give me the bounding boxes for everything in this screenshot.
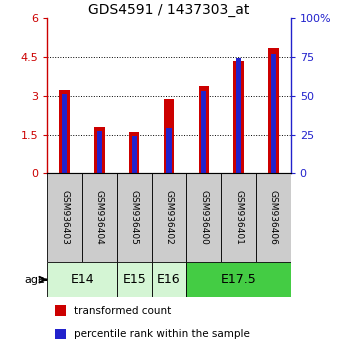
Text: GSM936401: GSM936401 xyxy=(234,190,243,245)
Bar xyxy=(97,131,102,173)
Text: E17.5: E17.5 xyxy=(221,273,257,286)
Bar xyxy=(186,262,291,297)
Text: GSM936402: GSM936402 xyxy=(165,190,173,245)
Title: GDS4591 / 1437303_at: GDS4591 / 1437303_at xyxy=(88,3,250,17)
Bar xyxy=(47,173,82,262)
Text: transformed count: transformed count xyxy=(74,306,171,316)
Bar xyxy=(152,262,186,297)
Bar xyxy=(221,173,256,262)
Bar xyxy=(82,173,117,262)
Bar xyxy=(117,262,152,297)
Bar xyxy=(201,91,207,173)
Bar xyxy=(55,329,66,339)
Bar xyxy=(62,94,67,173)
Text: GSM936403: GSM936403 xyxy=(60,190,69,245)
Bar xyxy=(129,132,140,173)
Bar xyxy=(186,173,221,262)
Text: GSM936406: GSM936406 xyxy=(269,190,278,245)
Bar xyxy=(117,173,152,262)
Bar xyxy=(166,128,172,173)
Text: GSM936400: GSM936400 xyxy=(199,190,208,245)
Bar xyxy=(236,58,241,173)
Bar xyxy=(164,99,174,173)
Bar xyxy=(47,262,117,297)
Bar xyxy=(198,86,209,173)
Bar xyxy=(268,47,279,173)
Text: GSM936404: GSM936404 xyxy=(95,190,104,245)
Text: E16: E16 xyxy=(157,273,181,286)
Bar xyxy=(131,136,137,173)
Bar xyxy=(256,173,291,262)
Bar xyxy=(94,127,105,173)
Bar xyxy=(55,305,66,316)
Bar xyxy=(271,53,276,173)
Bar xyxy=(59,90,70,173)
Text: E15: E15 xyxy=(122,273,146,286)
Text: age: age xyxy=(25,275,46,285)
Bar xyxy=(152,173,186,262)
Bar xyxy=(233,61,244,173)
Text: E14: E14 xyxy=(70,273,94,286)
Text: percentile rank within the sample: percentile rank within the sample xyxy=(74,329,249,339)
Text: GSM936405: GSM936405 xyxy=(130,190,139,245)
